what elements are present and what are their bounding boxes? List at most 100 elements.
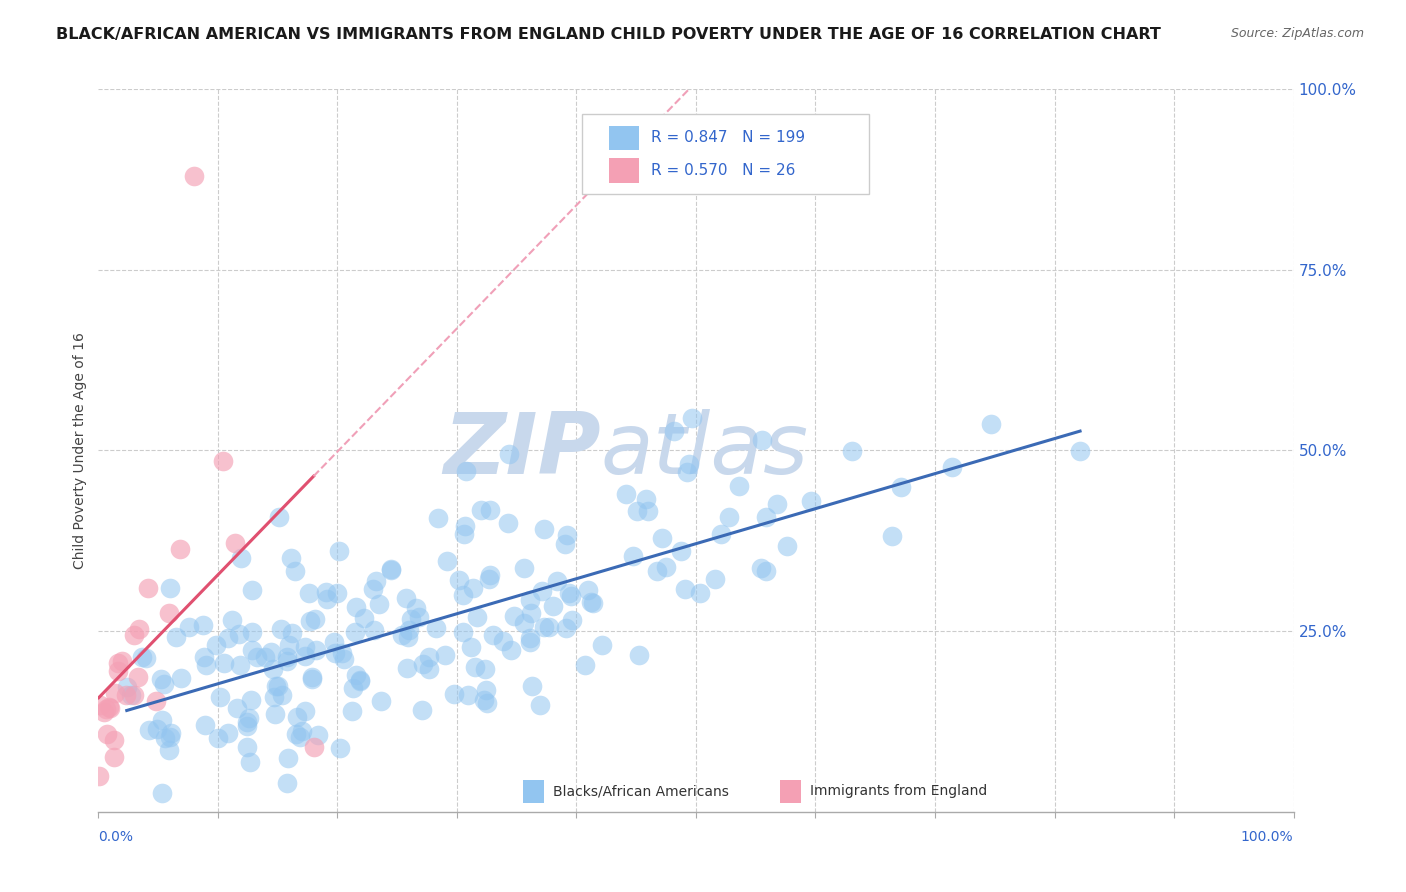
Point (718, 509, 741, 524)
Point (124, 628, 146, 642)
Point (645, 564, 668, 578)
Point (280, 550, 302, 565)
Point (673, 582, 696, 597)
Point (560, 589, 582, 603)
Point (470, 502, 492, 516)
Point (122, 688, 145, 702)
Point (128, 622, 150, 636)
Point (270, 688, 292, 702)
Point (349, 673, 371, 688)
Point (195, 658, 218, 673)
Point (283, 564, 305, 578)
Point (212, 454, 235, 468)
Point (245, 650, 267, 665)
Point (150, 713, 173, 727)
Point (499, 642, 522, 657)
Point (519, 631, 541, 645)
Point (412, 657, 434, 671)
Point (513, 560, 536, 574)
Point (276, 776, 298, 790)
Point (626, 504, 648, 518)
Point (467, 610, 489, 624)
Point (263, 690, 285, 705)
Point (294, 640, 316, 655)
Point (97, 700, 120, 714)
Point (107, 664, 129, 678)
Point (169, 541, 191, 556)
Point (298, 586, 321, 600)
Point (103, 732, 125, 747)
Point (115, 688, 138, 702)
Point (221, 614, 243, 628)
Point (800, 494, 823, 508)
Point (263, 706, 285, 721)
Point (408, 610, 430, 624)
Point (316, 592, 339, 607)
Point (89, 698, 111, 712)
Point (766, 497, 789, 511)
Point (323, 646, 346, 660)
Point (93, 705, 115, 719)
Point (138, 723, 160, 737)
Text: ZIP: ZIP (443, 409, 600, 492)
Point (266, 679, 288, 693)
Point (561, 613, 583, 627)
FancyBboxPatch shape (609, 126, 638, 150)
Point (191, 618, 214, 632)
Point (475, 682, 498, 697)
Point (651, 531, 673, 545)
Point (676, 465, 699, 479)
Point (183, 169, 205, 183)
Point (229, 551, 252, 566)
Point (343, 625, 366, 640)
Point (614, 487, 637, 501)
Point (87, 769, 110, 783)
Point (342, 681, 364, 695)
Point (253, 649, 276, 664)
Point (704, 572, 727, 586)
Point (349, 673, 371, 688)
FancyBboxPatch shape (779, 780, 801, 803)
Point (170, 671, 193, 685)
Point (344, 668, 367, 682)
Point (980, 417, 1002, 431)
Text: R = 0.847   N = 199: R = 0.847 N = 199 (651, 130, 804, 145)
Point (287, 709, 309, 723)
Point (260, 645, 283, 659)
Point (212, 656, 235, 670)
Point (671, 543, 693, 558)
Point (591, 638, 613, 652)
Point (453, 527, 475, 541)
Point (453, 519, 475, 533)
Point (621, 549, 644, 563)
Point (240, 642, 263, 657)
Text: 100.0%: 100.0% (1241, 830, 1294, 844)
Point (941, 459, 963, 474)
Point (398, 623, 420, 637)
Point (326, 586, 349, 600)
Point (301, 672, 323, 686)
Point (301, 670, 323, 684)
Point (841, 443, 863, 458)
Point (239, 755, 262, 769)
Point (474, 662, 496, 676)
Point (204, 638, 226, 652)
Point (628, 648, 651, 662)
Text: atlas: atlas (600, 409, 808, 492)
Point (276, 654, 298, 668)
Point (436, 554, 458, 568)
Point (533, 620, 555, 634)
Point (157, 743, 180, 757)
Point (107, 656, 129, 670)
Point (217, 632, 239, 646)
Point (342, 704, 364, 718)
Point (520, 606, 543, 620)
Point (304, 612, 326, 626)
Point (305, 643, 328, 657)
Point (240, 625, 263, 640)
Point (333, 652, 356, 666)
Text: Source: ZipAtlas.com: Source: ZipAtlas.com (1230, 27, 1364, 40)
Point (418, 649, 440, 664)
Point (103, 750, 125, 764)
Point (267, 679, 290, 693)
